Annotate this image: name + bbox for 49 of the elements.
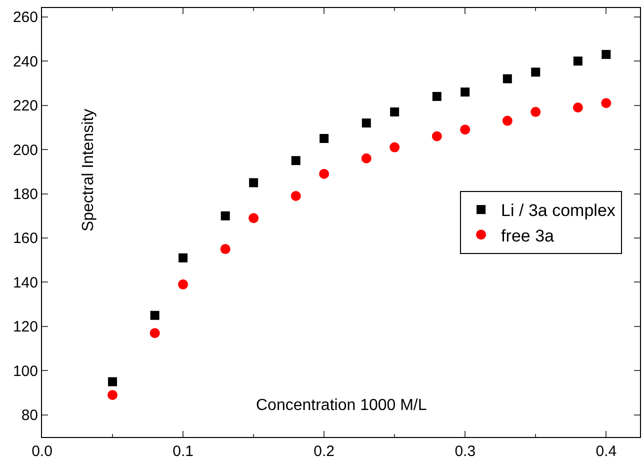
- y-tick-label: 200: [12, 142, 38, 159]
- point: [601, 98, 612, 108]
- point: [390, 107, 400, 116]
- point: [220, 244, 230, 254]
- x-tick-label: 0.3: [454, 443, 476, 460]
- y-tick-label: 100: [12, 362, 38, 380]
- point: [572, 102, 583, 113]
- point: [150, 328, 160, 338]
- y-tick-label: 220: [12, 98, 38, 115]
- point: [531, 68, 540, 77]
- point: [460, 88, 470, 97]
- y-axis-title: Spectral Intensity: [80, 108, 98, 232]
- legend-label: Li / 3a complex: [501, 201, 616, 220]
- x-tick-label: 0.2: [314, 443, 335, 460]
- point: [602, 50, 611, 59]
- y-tick-label: 260: [12, 9, 38, 26]
- point: [319, 168, 330, 179]
- x-tick-label: 0.0: [32, 443, 52, 460]
- point: [108, 390, 118, 400]
- point: [249, 178, 258, 188]
- point: [220, 211, 230, 220]
- y-tick-label: 240: [12, 53, 38, 70]
- point: [290, 190, 301, 201]
- x-tick-label: 0.1: [172, 443, 194, 460]
- point: [460, 124, 470, 135]
- point: [390, 142, 400, 152]
- point: [150, 310, 160, 320]
- point: [320, 134, 329, 143]
- legend-label: free 3a: [501, 226, 555, 246]
- y-tick-label: 180: [12, 186, 38, 203]
- point: [248, 213, 259, 224]
- point: [291, 156, 300, 166]
- x-axis-title: Concentration 1000 M/L: [256, 397, 427, 414]
- point: [432, 92, 442, 101]
- point: [108, 377, 118, 386]
- point: [178, 253, 188, 262]
- point: [178, 279, 188, 290]
- y-tick-label: 120: [12, 318, 38, 336]
- point: [361, 153, 372, 164]
- point: [432, 131, 442, 142]
- y-tick-label: 140: [12, 274, 38, 292]
- point: [530, 106, 541, 117]
- y-tick-label: 80: [21, 407, 38, 424]
- point: [362, 118, 371, 128]
- point: [502, 116, 512, 126]
- point: [573, 56, 582, 66]
- x-tick-label: 0.4: [596, 443, 617, 460]
- y-tick-label: 160: [12, 230, 38, 248]
- point: [502, 74, 512, 84]
